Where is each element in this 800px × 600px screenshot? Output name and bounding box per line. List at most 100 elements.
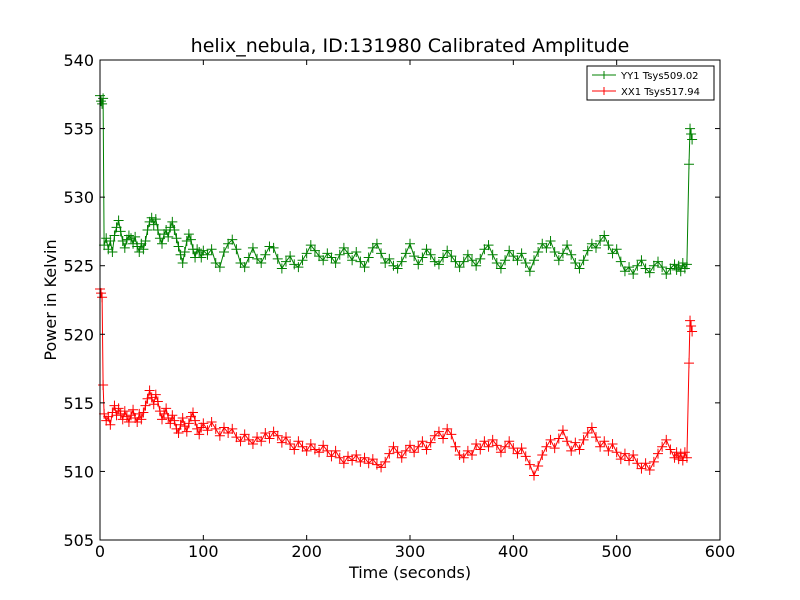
data-point-marker <box>363 458 374 469</box>
data-point-marker <box>185 234 196 245</box>
data-point-marker <box>289 444 300 455</box>
data-point-marker <box>500 255 511 266</box>
data-point-marker <box>529 470 539 481</box>
data-point-marker <box>119 242 130 253</box>
x-tick-label: 100 <box>188 542 219 561</box>
data-point-marker <box>138 244 149 255</box>
data-point-marker <box>297 441 308 452</box>
data-point-marker <box>380 257 391 268</box>
data-point-marker <box>537 449 548 460</box>
data-point-marker <box>421 444 432 455</box>
data-point-marker <box>677 257 688 268</box>
data-point-marker <box>167 410 178 421</box>
data-point-marker <box>516 248 527 259</box>
data-point-marker <box>111 222 122 233</box>
data-point-marker <box>388 260 399 271</box>
data-point-marker <box>126 410 136 421</box>
data-point-marker <box>450 441 461 452</box>
data-point-marker <box>566 249 577 260</box>
data-point-marker <box>384 253 395 264</box>
data-point-marker <box>400 248 411 259</box>
data-point-marker <box>169 225 180 236</box>
data-point-marker <box>479 436 490 447</box>
data-point-marker <box>330 445 341 456</box>
data-point-marker <box>454 262 465 273</box>
data-point-marker <box>181 426 192 437</box>
data-point-marker <box>107 247 118 257</box>
data-point-marker <box>132 241 143 252</box>
data-point-marker <box>185 411 196 422</box>
data-point-marker <box>442 423 453 434</box>
data-point-marker <box>388 441 399 452</box>
data-point-marker <box>239 262 250 273</box>
data-point-marker <box>138 407 149 418</box>
data-point-marker <box>371 238 382 249</box>
data-point-marker <box>661 434 672 445</box>
data-point-marker <box>347 255 358 266</box>
data-point-marker <box>142 225 153 236</box>
data-point-marker <box>628 449 639 460</box>
data-point-marker <box>123 230 134 241</box>
data-point-marker <box>570 257 581 268</box>
data-point-marker <box>384 448 395 459</box>
data-point-marker <box>243 434 254 445</box>
data-point-marker <box>487 434 498 445</box>
data-point-marker <box>235 436 246 447</box>
data-point-marker <box>355 456 366 467</box>
data-point-marker <box>681 259 692 270</box>
data-point-marker <box>202 425 213 436</box>
data-point-marker <box>99 408 110 419</box>
data-point-marker <box>309 245 320 256</box>
data-point-marker <box>516 443 527 454</box>
y-tick-label: 505 <box>63 531 94 550</box>
data-point-marker <box>562 240 573 251</box>
data-point-marker <box>97 98 108 109</box>
data-point-marker <box>669 452 680 463</box>
data-point-marker <box>686 129 697 140</box>
data-point-marker <box>442 245 453 256</box>
data-point-marker <box>121 411 132 422</box>
data-point-marker <box>171 233 182 244</box>
data-point-marker <box>126 233 136 244</box>
data-point-marker <box>433 426 444 437</box>
y-tick-label: 535 <box>63 120 94 139</box>
data-point-marker <box>684 159 694 170</box>
data-point-marker <box>152 396 163 407</box>
data-point-marker <box>206 417 217 428</box>
data-point-marker <box>574 263 585 274</box>
data-point-marker <box>347 455 358 466</box>
data-point-marker <box>190 415 201 426</box>
data-point-marker <box>679 263 690 274</box>
x-tick-label: 0 <box>95 542 105 561</box>
data-point-marker <box>159 229 170 240</box>
data-point-marker <box>163 412 174 423</box>
data-point-marker <box>619 448 630 459</box>
data-point-marker <box>483 441 494 452</box>
data-point-marker <box>409 251 420 262</box>
data-point-marker <box>113 215 124 226</box>
data-point-marker <box>429 430 440 441</box>
data-point-marker <box>247 439 258 449</box>
data-point-marker <box>142 393 153 404</box>
data-point-marker <box>264 241 275 252</box>
data-point-marker <box>421 244 432 255</box>
data-point-marker <box>591 432 601 443</box>
data-point-marker <box>175 249 186 260</box>
data-point-marker <box>179 421 190 432</box>
data-point-marker <box>281 432 291 443</box>
data-point-marker <box>247 242 258 253</box>
data-point-marker <box>533 247 544 257</box>
data-point-marker <box>632 260 643 271</box>
data-point-marker <box>591 242 601 253</box>
data-point-marker <box>359 452 370 463</box>
data-point-marker <box>653 448 663 459</box>
data-point-marker <box>272 253 283 264</box>
data-point-marker <box>611 244 622 255</box>
legend-marker <box>600 87 608 95</box>
data-point-marker <box>615 256 626 267</box>
data-point-marker <box>285 439 296 449</box>
data-point-marker <box>165 222 176 233</box>
data-point-marker <box>272 430 283 441</box>
data-point-marker <box>675 266 686 277</box>
data-point-marker <box>214 430 225 441</box>
